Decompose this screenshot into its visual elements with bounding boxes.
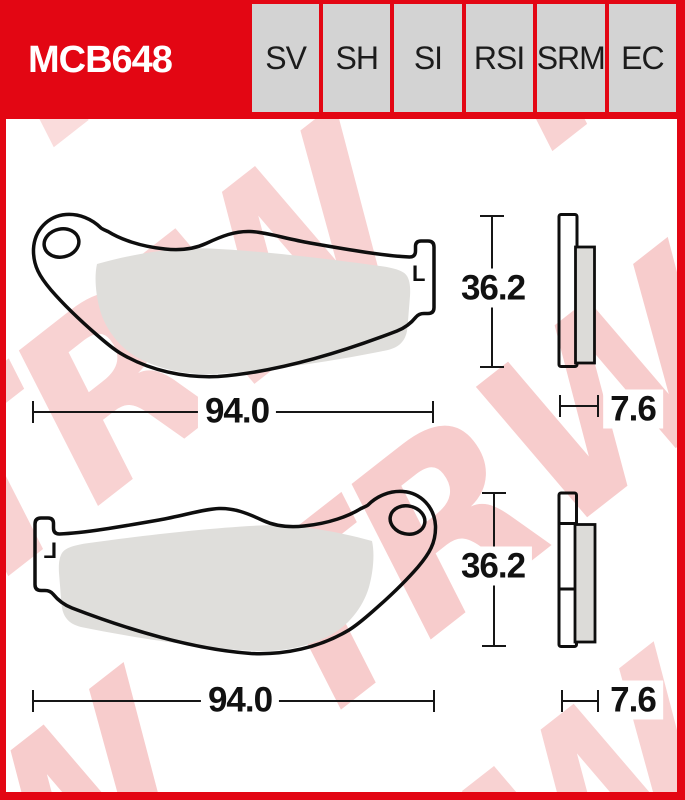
trw-logo-watermark: TRW — [0, 119, 460, 646]
dim-label-bottom-thickness: 7.6 — [603, 680, 663, 720]
dim-label-bottom-width: 94.0 — [200, 680, 280, 720]
compound-cell-si: SI — [394, 4, 462, 112]
dim-label-bottom-height: 36.2 — [453, 546, 533, 586]
trw-watermark: TRW TRW TRW TRW TRW TRW TRW TRW TRW TRW … — [0, 119, 677, 792]
watermark-row: TRW TRW TRW — [0, 119, 677, 792]
watermark-row: TRW TRW TRW — [6, 119, 677, 627]
trw-logo-watermark: TRW — [386, 119, 677, 221]
compound-cell-srm: SRM — [536, 4, 606, 112]
dim-label-top-width: 94.0 — [197, 391, 277, 431]
trw-logo-watermark: TRW — [6, 638, 248, 792]
watermark-row: TRW TRW TRW — [6, 119, 677, 792]
compound-cell-rsi: RSI — [465, 4, 533, 112]
trw-logo-watermark: TRW — [493, 751, 677, 792]
dim-label-top-height: 36.2 — [453, 268, 533, 308]
trw-logo-watermark: TRW — [6, 119, 505, 217]
compound-cell-ec: EC — [608, 4, 676, 112]
compound-columns: SV SH SI RSI SRM EC — [252, 4, 676, 112]
compound-cell-sh: SH — [323, 4, 391, 112]
watermark-row: TRW TRW TRW — [6, 341, 677, 792]
watermark-row: TRW TRW TRW — [6, 207, 677, 792]
diagram-panel: TRW TRW TRW TRW TRW TRW TRW TRW TRW TRW … — [0, 119, 685, 800]
dim-label-top-thickness: 7.6 — [603, 389, 663, 429]
part-number: MCB648 — [28, 39, 173, 81]
compound-cell-sv: SV — [252, 4, 320, 112]
